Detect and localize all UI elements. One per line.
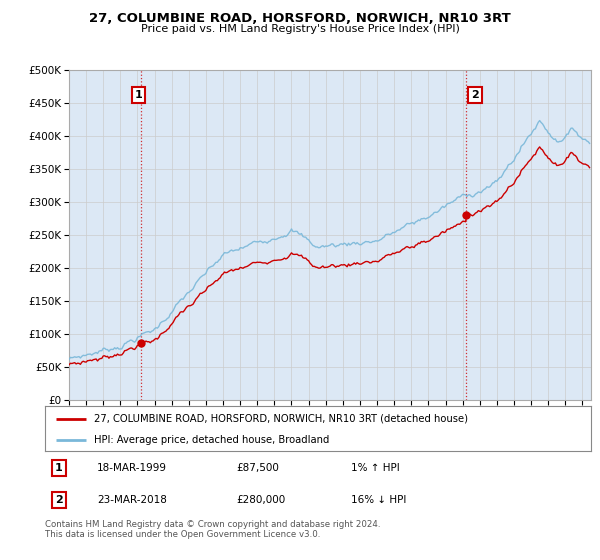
Text: 27, COLUMBINE ROAD, HORSFORD, NORWICH, NR10 3RT: 27, COLUMBINE ROAD, HORSFORD, NORWICH, N… <box>89 12 511 25</box>
Text: 18-MAR-1999: 18-MAR-1999 <box>97 463 167 473</box>
Text: 2: 2 <box>55 495 62 505</box>
Text: 23-MAR-2018: 23-MAR-2018 <box>97 495 167 505</box>
Text: HPI: Average price, detached house, Broadland: HPI: Average price, detached house, Broa… <box>94 435 329 445</box>
Text: 1% ↑ HPI: 1% ↑ HPI <box>351 463 400 473</box>
Text: Contains HM Land Registry data © Crown copyright and database right 2024.
This d: Contains HM Land Registry data © Crown c… <box>45 520 380 539</box>
Text: 1: 1 <box>134 90 142 100</box>
Text: 27, COLUMBINE ROAD, HORSFORD, NORWICH, NR10 3RT (detached house): 27, COLUMBINE ROAD, HORSFORD, NORWICH, N… <box>94 413 468 423</box>
Text: £87,500: £87,500 <box>236 463 279 473</box>
Text: £280,000: £280,000 <box>236 495 286 505</box>
Text: 2: 2 <box>471 90 479 100</box>
Text: 1: 1 <box>55 463 62 473</box>
Text: 16% ↓ HPI: 16% ↓ HPI <box>351 495 406 505</box>
Text: Price paid vs. HM Land Registry's House Price Index (HPI): Price paid vs. HM Land Registry's House … <box>140 24 460 34</box>
